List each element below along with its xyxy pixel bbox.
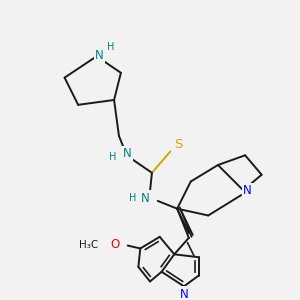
Text: S: S <box>174 138 182 151</box>
Text: O: O <box>110 238 120 251</box>
Text: H: H <box>129 193 136 203</box>
Text: H: H <box>110 152 117 162</box>
Text: N: N <box>123 147 132 160</box>
Text: N: N <box>141 191 149 205</box>
Text: H₃C: H₃C <box>79 240 99 250</box>
Text: H: H <box>107 42 115 52</box>
Text: N: N <box>243 184 251 197</box>
Text: N: N <box>95 49 104 62</box>
Text: N: N <box>180 288 188 300</box>
